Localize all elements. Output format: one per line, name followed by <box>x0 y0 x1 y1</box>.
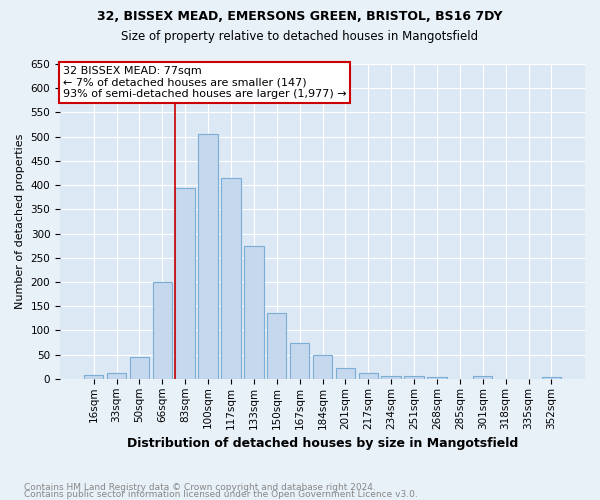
Text: 32, BISSEX MEAD, EMERSONS GREEN, BRISTOL, BS16 7DY: 32, BISSEX MEAD, EMERSONS GREEN, BRISTOL… <box>97 10 503 23</box>
Bar <box>382 376 401 379</box>
Bar <box>244 246 263 379</box>
Text: Size of property relative to detached houses in Mangotsfield: Size of property relative to detached ho… <box>121 30 479 43</box>
Bar <box>152 282 172 379</box>
Bar <box>313 354 332 379</box>
Bar <box>107 373 126 379</box>
Bar <box>175 188 195 379</box>
Bar <box>290 342 310 379</box>
Bar <box>267 314 286 379</box>
X-axis label: Distribution of detached houses by size in Mangotsfield: Distribution of detached houses by size … <box>127 437 518 450</box>
Bar <box>542 378 561 379</box>
Y-axis label: Number of detached properties: Number of detached properties <box>15 134 25 309</box>
Bar <box>221 178 241 379</box>
Bar <box>199 134 218 379</box>
Text: Contains HM Land Registry data © Crown copyright and database right 2024.: Contains HM Land Registry data © Crown c… <box>24 484 376 492</box>
Bar <box>84 375 103 379</box>
Bar <box>130 357 149 379</box>
Bar <box>335 368 355 379</box>
Bar <box>473 376 493 379</box>
Text: 32 BISSEX MEAD: 77sqm
← 7% of detached houses are smaller (147)
93% of semi-deta: 32 BISSEX MEAD: 77sqm ← 7% of detached h… <box>62 66 346 99</box>
Bar <box>404 376 424 379</box>
Bar <box>427 378 446 379</box>
Bar <box>359 373 378 379</box>
Text: Contains public sector information licensed under the Open Government Licence v3: Contains public sector information licen… <box>24 490 418 499</box>
